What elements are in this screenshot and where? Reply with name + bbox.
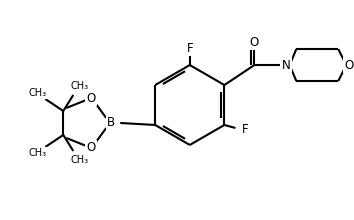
Text: N: N — [282, 59, 291, 72]
Text: CH₃: CH₃ — [70, 155, 88, 165]
Text: O: O — [87, 92, 96, 104]
Text: CH₃: CH₃ — [70, 81, 88, 91]
Text: B: B — [107, 116, 115, 130]
Text: F: F — [187, 42, 193, 55]
Text: CH₃: CH₃ — [28, 88, 46, 98]
Text: O: O — [345, 59, 354, 72]
Text: O: O — [87, 141, 96, 154]
Text: F: F — [242, 123, 249, 136]
Text: O: O — [250, 36, 259, 49]
Text: CH₃: CH₃ — [28, 148, 46, 158]
